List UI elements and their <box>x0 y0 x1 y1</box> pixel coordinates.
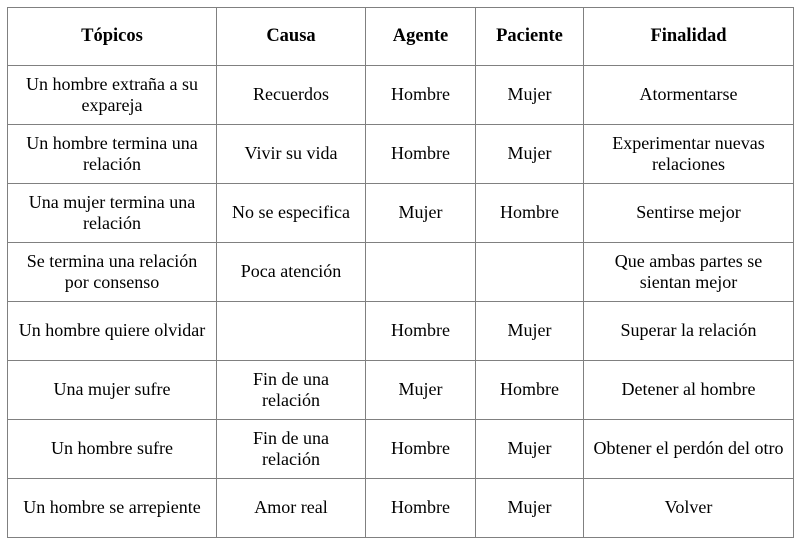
cell-finalidad: Que ambas partes se sientan mejor <box>583 242 794 302</box>
cell-causa: Fin de una relación <box>216 419 366 479</box>
cell-topicos: Un hombre quiere olvidar <box>7 301 217 361</box>
table-row: Un hombre extraña a su expareja Recuerdo… <box>7 65 794 125</box>
cell-causa: Recuerdos <box>216 65 366 125</box>
table-container: Tópicos Causa Agente Paciente Finalidad … <box>7 7 794 538</box>
table-row: Un hombre quiere olvidar Hombre Mujer Su… <box>7 301 794 361</box>
cell-causa: Vivir su vida <box>216 124 366 184</box>
column-header-topicos: Tópicos <box>7 7 217 66</box>
cell-finalidad: Volver <box>583 478 794 538</box>
topicos-table: Tópicos Causa Agente Paciente Finalidad … <box>7 7 794 538</box>
cell-topicos: Un hombre termina una relación <box>7 124 217 184</box>
cell-paciente: Mujer <box>475 124 584 184</box>
cell-agente: Hombre <box>365 478 476 538</box>
cell-agente: Hombre <box>365 301 476 361</box>
cell-agente <box>365 242 476 302</box>
cell-topicos: Una mujer sufre <box>7 360 217 420</box>
cell-topicos: Se termina una relación por consenso <box>7 242 217 302</box>
column-header-finalidad: Finalidad <box>583 7 794 66</box>
cell-finalidad: Detener al hombre <box>583 360 794 420</box>
table-row: Un hombre termina una relación Vivir su … <box>7 124 794 184</box>
cell-paciente: Mujer <box>475 65 584 125</box>
cell-causa <box>216 301 366 361</box>
cell-finalidad: Sentirse mejor <box>583 183 794 243</box>
cell-topicos: Un hombre sufre <box>7 419 217 479</box>
cell-causa: Amor real <box>216 478 366 538</box>
cell-paciente: Hombre <box>475 360 584 420</box>
cell-agente: Hombre <box>365 124 476 184</box>
table-row: Un hombre se arrepiente Amor real Hombre… <box>7 478 794 538</box>
cell-finalidad: Experimentar nuevas relaciones <box>583 124 794 184</box>
cell-paciente: Mujer <box>475 419 584 479</box>
table-header: Tópicos Causa Agente Paciente Finalidad <box>7 7 794 66</box>
cell-paciente <box>475 242 584 302</box>
cell-topicos: Una mujer termina una relación <box>7 183 217 243</box>
cell-paciente: Mujer <box>475 478 584 538</box>
table-body: Un hombre extraña a su expareja Recuerdo… <box>7 65 794 538</box>
table-row: Un hombre sufre Fin de una relación Homb… <box>7 419 794 479</box>
cell-causa: Poca atención <box>216 242 366 302</box>
cell-finalidad: Atormentarse <box>583 65 794 125</box>
table-row: Se termina una relación por consenso Poc… <box>7 242 794 302</box>
cell-paciente: Hombre <box>475 183 584 243</box>
cell-paciente: Mujer <box>475 301 584 361</box>
cell-agente: Mujer <box>365 183 476 243</box>
table-row: Una mujer termina una relación No se esp… <box>7 183 794 243</box>
column-header-paciente: Paciente <box>475 7 584 66</box>
table-row: Una mujer sufre Fin de una relación Muje… <box>7 360 794 420</box>
cell-finalidad: Superar la relación <box>583 301 794 361</box>
cell-agente: Hombre <box>365 419 476 479</box>
cell-topicos: Un hombre se arrepiente <box>7 478 217 538</box>
cell-topicos: Un hombre extraña a su expareja <box>7 65 217 125</box>
cell-agente: Mujer <box>365 360 476 420</box>
header-row: Tópicos Causa Agente Paciente Finalidad <box>7 7 794 66</box>
cell-finalidad: Obtener el perdón del otro <box>583 419 794 479</box>
cell-agente: Hombre <box>365 65 476 125</box>
column-header-agente: Agente <box>365 7 476 66</box>
column-header-causa: Causa <box>216 7 366 66</box>
cell-causa: No se especifica <box>216 183 366 243</box>
cell-causa: Fin de una relación <box>216 360 366 420</box>
